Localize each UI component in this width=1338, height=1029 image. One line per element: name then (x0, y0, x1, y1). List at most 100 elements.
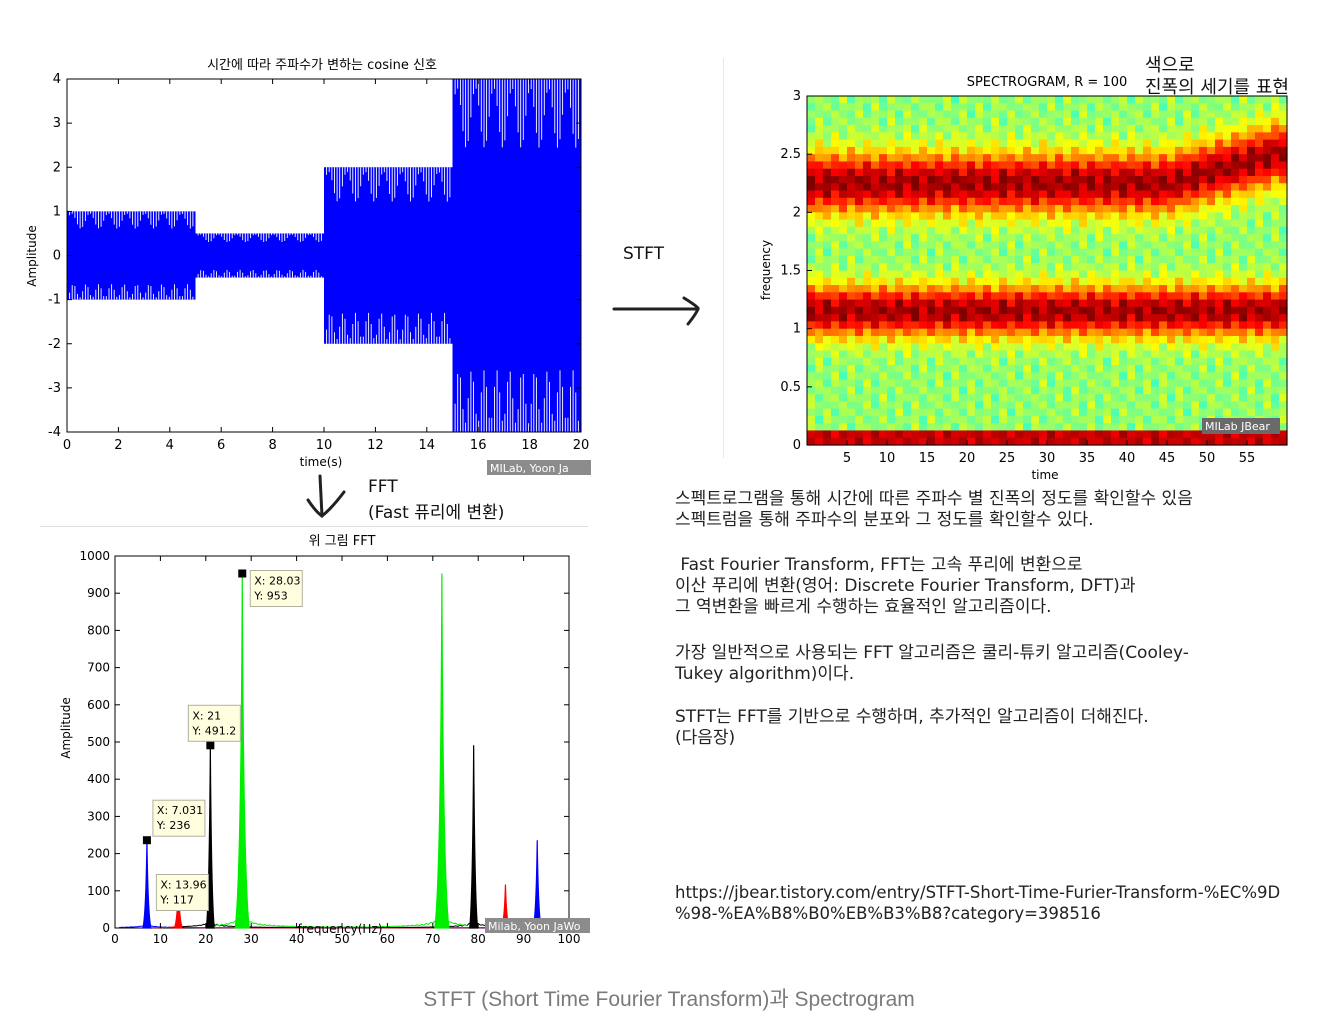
x-tick-label: 100 (558, 932, 581, 946)
note-cooley-tukey: 가장 일반적으로 사용되는 FFT 알고리즘은 쿨리-튜키 알고리즘(Coole… (675, 643, 1189, 684)
datatip[interactable]: X: 7.031 Y: 236 (142, 799, 206, 845)
y-tick-label: -4 (48, 425, 61, 440)
watermark: MILab, Yoon Ja (490, 462, 569, 475)
chart-title: 위 그림 FFT (309, 534, 376, 549)
y-tick-label: 3 (793, 89, 801, 104)
datatip-marker[interactable] (142, 836, 151, 845)
source-url[interactable]: https://jbear.tistory.com/entry/STFT-Sho… (675, 883, 1281, 923)
x-tick-label: 0 (63, 438, 71, 453)
watermark-box (485, 918, 590, 933)
datatip[interactable]: X: 21 Y: 491.2 (187, 704, 241, 750)
x-tick-label: 50 (334, 932, 349, 946)
datatip-box (155, 873, 209, 911)
note-stft: STFT는 FFT를 기반으로 수행하며, 추가적인 알고리즘이 더해진다. (… (675, 707, 1149, 748)
y-tick-label: 4 (53, 72, 61, 87)
y-tick-label: -1 (48, 293, 61, 308)
x-tick-label: 14 (419, 438, 436, 453)
x-tick-label: 40 (289, 932, 304, 946)
x-tick-label: 4 (166, 438, 174, 453)
x-tick-label: 55 (1239, 451, 1256, 466)
note-fft-definition: Fast Fourier Transform, FFT는 고속 푸리에 변환으로… (675, 555, 1136, 617)
datatip-y: Y: 117 (159, 893, 193, 906)
x-tick-label: 80 (471, 932, 486, 946)
time-signal-chart: 시간에 따라 주파수가 변하는 cosine 신호 0 2 4 6 8 10 12 14 16 1… (25, 58, 591, 475)
watermark: Milab, Yoon JaWo (488, 920, 581, 933)
x-axis-label: frequency(Hz) (298, 922, 383, 936)
datatip-x: X: 7.031 (157, 804, 203, 817)
signal-segment (195, 233, 324, 278)
datatip-y: Y: 236 (156, 819, 190, 832)
y-tick-label: 1.5 (780, 264, 801, 279)
down-arrow-icon (306, 474, 346, 518)
right-arrow-icon (612, 296, 700, 326)
x-tick-label: 5 (843, 451, 851, 466)
stft-arrow-label: STFT (623, 244, 665, 264)
x-tick-label: 25 (999, 451, 1016, 466)
y-tick-label: 700 (87, 661, 110, 675)
x-axis-label: time(s) (300, 455, 343, 469)
chart-title: SPECTROGRAM, R = 100 (967, 75, 1128, 90)
x-tick-label: 50 (1199, 451, 1216, 466)
x-tick-label: 60 (380, 932, 395, 946)
y-tick-label: 500 (87, 735, 110, 749)
y-tick-label: 400 (87, 772, 110, 786)
spectrum-peak (434, 573, 450, 929)
x-tick-label: 8 (268, 438, 276, 453)
datatip-x: X: 28.03 (254, 574, 300, 587)
signal-segment (67, 211, 196, 300)
x-tick-label: 20 (198, 932, 213, 946)
x-tick-label: 30 (1039, 451, 1056, 466)
x-tick-label: 30 (244, 932, 259, 946)
spectrogram-chart: SPECTROGRAM, R = 100 5 10 15 20 25 30 35 40 45 50… (759, 75, 1288, 482)
datatip-marker[interactable] (206, 741, 215, 750)
x-tick-label: 10 (316, 438, 333, 453)
x-tick-label: 12 (367, 438, 384, 453)
datatip-box (187, 704, 241, 742)
chart-title: 시간에 따라 주파수가 변하는 cosine 신호 (207, 58, 437, 73)
x-tick-label: 45 (1159, 451, 1176, 466)
x-tick-label: 6 (217, 438, 225, 453)
plot-frame (114, 555, 570, 929)
y-tick-label: 800 (87, 623, 110, 637)
x-tick-label: 10 (153, 932, 168, 946)
y-tick-label: 900 (87, 586, 110, 600)
y-tick-label: 200 (87, 847, 110, 861)
signal-segment (324, 167, 453, 344)
y-axis-label: Amplitude (25, 225, 39, 287)
y-tick-label: 100 (87, 884, 110, 898)
y-tick-label: 0 (102, 921, 110, 935)
spectrum-noise (214, 914, 468, 929)
y-tick-label: 1000 (79, 549, 110, 563)
spectrogram-note-line1: 색으로 (1145, 55, 1195, 76)
signal-segment (452, 79, 581, 432)
x-tick-label: 10 (879, 451, 896, 466)
y-axis-label: Amplitude (59, 697, 73, 759)
note-spectrogram: 스펙트로그램을 통해 시간에 따른 주파수 별 진폭의 정도를 확인할수 있음 … (675, 489, 1193, 530)
y-tick-label: 600 (87, 698, 110, 712)
datatip-x: X: 21 (192, 709, 221, 722)
x-tick-label: 16 (470, 438, 487, 453)
spectrogram-note-line2: 진폭의 세기를 표현 (1145, 77, 1289, 98)
y-tick-label: 3 (53, 116, 61, 131)
datatip-y: Y: 491.2 (191, 724, 236, 737)
y-axis-label: frequency (759, 240, 773, 300)
datatip-marker[interactable] (238, 569, 247, 578)
watermark-box (1202, 418, 1280, 434)
fft-chart: 위 그림 FFT 0100200300400500600700800900100… (59, 534, 590, 946)
y-tick-label: 2 (53, 160, 61, 175)
horizontal-divider (40, 526, 588, 527)
x-axis-label: time (1031, 468, 1058, 482)
image-caption: STFT (Short Time Fourier Transform)과 Spe… (423, 988, 915, 1011)
x-tick-label: 15 (919, 451, 936, 466)
x-tick-label: 2 (114, 438, 122, 453)
datatip-x: X: 13.96 (160, 878, 206, 891)
y-tick-label: 1 (53, 204, 61, 219)
watermark: MILab JBear (1205, 420, 1270, 433)
datatip-box (152, 799, 206, 837)
x-tick-label: 20 (573, 438, 590, 453)
datatip[interactable]: X: 28.03 Y: 953 (238, 569, 303, 607)
datatip[interactable]: X: 13.96 Y: 117 (155, 873, 209, 911)
y-tick-label: 0 (53, 249, 61, 264)
datatip-box (249, 569, 303, 607)
spectrum-peak (468, 745, 479, 929)
